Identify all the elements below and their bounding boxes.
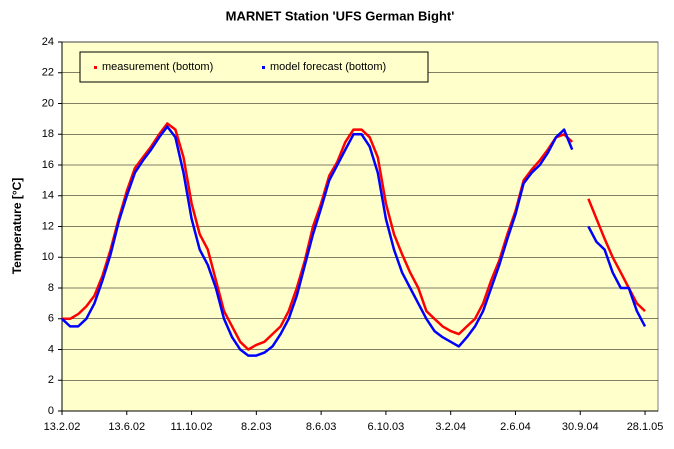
y-tick-label: 14 — [42, 190, 54, 202]
x-tick-label: 3.2.04 — [435, 421, 466, 433]
legend-box — [79, 51, 429, 83]
x-tick-label: 11.10.02 — [171, 421, 213, 433]
legend-marker — [262, 66, 265, 69]
y-tick-label: 8 — [48, 282, 54, 294]
x-tick-label: 8.2.03 — [241, 421, 272, 433]
x-tick-label: 28.1.05 — [627, 421, 664, 433]
legend-marker — [94, 66, 97, 69]
x-tick-label: 6.10.03 — [368, 421, 405, 433]
y-tick-label: 18 — [42, 128, 54, 140]
y-axis-label: Temperature [°C] — [10, 178, 24, 275]
x-tick-label: 13.6.02 — [108, 421, 145, 433]
legend-label: model forecast (bottom) — [270, 61, 386, 73]
legend-label: measurement (bottom) — [102, 61, 213, 73]
y-tick-label: 6 — [48, 313, 54, 325]
x-tick-label: 2.6.04 — [500, 421, 531, 433]
y-tick-label: 0 — [48, 405, 54, 417]
x-tick-label: 8.6.03 — [306, 421, 337, 433]
y-tick-label: 12 — [42, 220, 54, 232]
y-tick-label: 20 — [42, 97, 54, 109]
y-tick-label: 22 — [42, 67, 54, 79]
y-tick-label: 16 — [42, 159, 54, 171]
x-tick-label: 13.2.02 — [44, 421, 81, 433]
y-tick-label: 4 — [48, 343, 54, 355]
series-line — [62, 122, 646, 351]
y-tick-label: 24 — [42, 36, 54, 48]
chart-title: MARNET Station 'UFS German Bight' — [226, 8, 455, 23]
y-tick-label: 10 — [42, 251, 54, 263]
y-tick-label: 2 — [48, 374, 54, 386]
x-tick-label: 30.9.04 — [562, 421, 599, 433]
series-line — [61, 125, 647, 357]
